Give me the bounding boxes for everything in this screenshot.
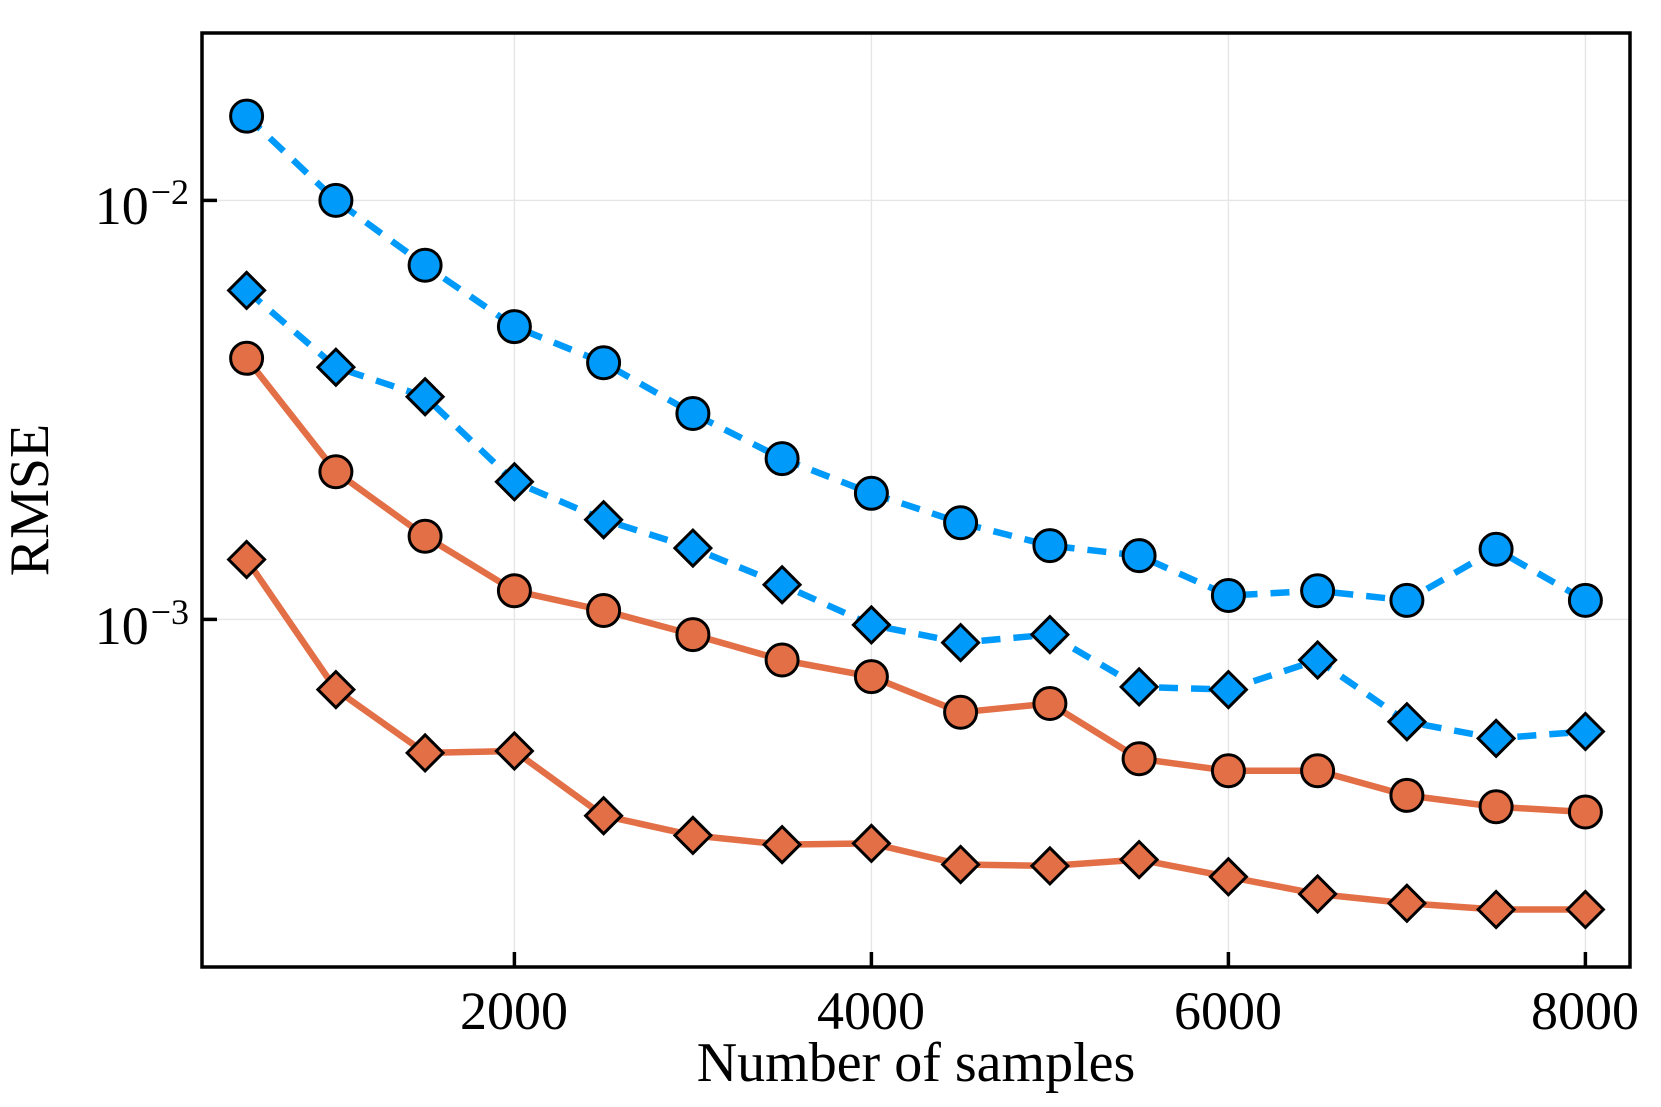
marker-diamond-orange-solid-diamonds	[583, 795, 624, 836]
x-axis-label: Number of samples	[696, 1032, 1136, 1094]
marker-diamond-orange-solid-diamonds	[672, 815, 714, 856]
marker-circle-blue-dashed-circles	[318, 182, 354, 218]
marker-diamond-blue-dashed-diamonds	[851, 604, 892, 646]
x-tick-label-4000: 4000	[817, 981, 925, 1041]
marker-diamond-orange-solid-diamonds	[494, 730, 535, 772]
y-tick-base: 10	[94, 596, 149, 656]
marker-circle-orange-solid-circles	[318, 454, 354, 490]
marker-diamond-blue-dashed-diamonds	[1565, 711, 1606, 752]
marker-diamond-blue-dashed-diamonds	[1029, 614, 1071, 655]
marker-diamond-orange-solid-diamonds	[940, 844, 981, 885]
y-tick-base: 10	[94, 176, 149, 236]
marker-circle-blue-dashed-circles	[1032, 528, 1068, 564]
series-line-orange-solid-circles	[244, 356, 1586, 816]
marker-diamond-orange-solid-diamonds	[1118, 839, 1160, 880]
y-tick-exponent: −3	[150, 592, 189, 632]
marker-diamond-orange-solid-diamonds	[1297, 873, 1338, 915]
series-line-blue-dashed-diamonds	[244, 287, 1586, 742]
marker-diamond-blue-dashed-diamonds	[761, 564, 803, 605]
marker-circle-blue-dashed-circles	[586, 345, 622, 381]
marker-diamond-orange-solid-diamonds	[226, 539, 267, 580]
y-tick-label-1e-2: 10−2	[0, 174, 189, 236]
series-line-orange-solid-diamonds	[243, 557, 1586, 913]
marker-circle-blue-dashed-circles	[1389, 582, 1425, 618]
marker-diamond-blue-dashed-diamonds	[1386, 701, 1428, 742]
marker-diamond-orange-solid-diamonds	[315, 669, 357, 710]
marker-circle-blue-dashed-circles	[943, 505, 979, 541]
marker-diamond-blue-dashed-diamonds	[583, 499, 624, 540]
marker-circle-blue-dashed-circles	[229, 98, 265, 134]
marker-circle-orange-solid-circles	[1032, 686, 1068, 721]
x-tick-label-8000: 8000	[1531, 981, 1639, 1041]
marker-circle-blue-dashed-circles	[853, 475, 889, 511]
marker-circle-blue-dashed-circles	[1300, 573, 1336, 609]
marker-diamond-orange-solid-diamonds	[761, 824, 803, 865]
marker-circle-blue-dashed-circles	[764, 441, 800, 477]
marker-circle-blue-dashed-circles	[675, 396, 711, 431]
marker-diamond-blue-dashed-diamonds	[1208, 669, 1249, 710]
marker-circle-orange-solid-circles	[586, 593, 622, 628]
marker-circle-orange-solid-circles	[943, 694, 979, 730]
marker-diamond-orange-solid-diamonds	[1029, 845, 1071, 887]
marker-diamond-orange-solid-diamonds	[1475, 889, 1517, 930]
marker-circle-orange-solid-circles	[1389, 777, 1425, 813]
marker-circle-orange-solid-circles	[1300, 753, 1336, 789]
marker-diamond-orange-solid-diamonds	[851, 823, 892, 864]
marker-diamond-orange-solid-diamonds	[1208, 856, 1249, 897]
x-tick-label-6000: 6000	[1174, 981, 1282, 1041]
marker-diamond-blue-dashed-diamonds	[315, 347, 357, 388]
marker-diamond-blue-dashed-diamonds	[940, 622, 981, 663]
marker-circle-orange-solid-circles	[1478, 789, 1514, 825]
marker-diamond-orange-solid-diamonds	[404, 732, 446, 774]
marker-diamond-orange-solid-diamonds	[1386, 883, 1428, 924]
marker-circle-orange-solid-circles	[229, 340, 265, 376]
y-tick-exponent: −2	[150, 172, 189, 212]
marker-circle-blue-dashed-circles	[407, 247, 443, 283]
marker-diamond-blue-dashed-diamonds	[1118, 666, 1160, 708]
marker-circle-orange-solid-circles	[496, 573, 532, 609]
marker-circle-orange-solid-circles	[1121, 741, 1157, 777]
marker-diamond-blue-dashed-diamonds	[226, 270, 267, 311]
marker-circle-blue-dashed-circles	[496, 309, 532, 345]
marker-diamond-blue-dashed-diamonds	[494, 461, 535, 502]
axes-border	[200, 31, 1632, 969]
x-tick-label-2000: 2000	[460, 981, 568, 1041]
marker-circle-orange-solid-circles	[853, 659, 889, 695]
y-tick-label-1e-3: 10−3	[0, 594, 189, 656]
marker-diamond-orange-solid-diamonds	[1565, 889, 1606, 930]
marker-circle-blue-dashed-circles	[1121, 538, 1157, 574]
marker-diamond-blue-dashed-diamonds	[672, 527, 714, 569]
marker-circle-blue-dashed-circles	[1478, 531, 1514, 567]
marker-circle-blue-dashed-circles	[1567, 582, 1603, 618]
marker-circle-orange-solid-circles	[675, 617, 711, 653]
marker-circle-blue-dashed-circles	[1210, 578, 1246, 613]
marker-circle-orange-solid-circles	[1567, 794, 1603, 830]
marker-circle-orange-solid-circles	[764, 642, 800, 678]
marker-diamond-blue-dashed-diamonds	[1475, 718, 1517, 759]
marker-diamond-blue-dashed-diamonds	[404, 376, 446, 417]
series-line-blue-dashed-circles	[244, 113, 1588, 604]
marker-diamond-blue-dashed-diamonds	[1297, 639, 1338, 681]
marker-circle-orange-solid-circles	[1210, 753, 1246, 789]
marker-circle-orange-solid-circles	[407, 518, 443, 554]
